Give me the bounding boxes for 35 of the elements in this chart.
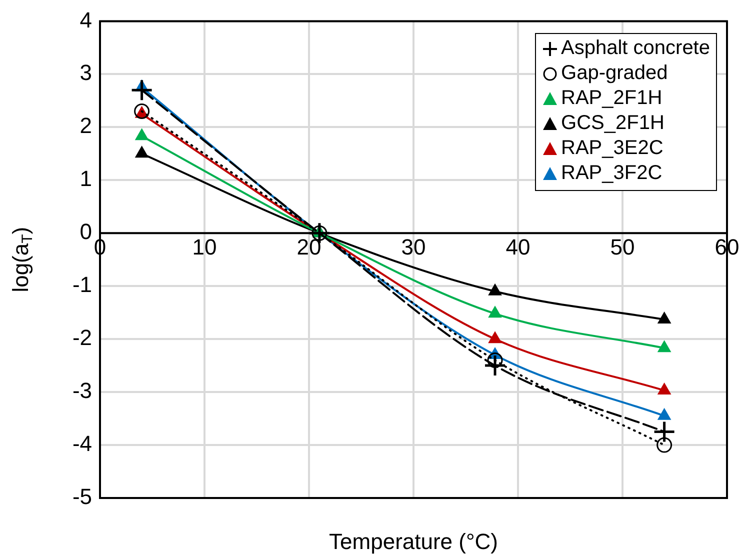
x-axis-title: Temperature (°C)	[329, 529, 498, 554]
x-tick-label: 20	[296, 234, 322, 260]
y-axis-title: log(aT)	[8, 226, 36, 292]
x-tick-label: 30	[401, 234, 426, 260]
point	[658, 382, 671, 394]
x-tick-label: 10	[192, 234, 217, 260]
y-tick-label: -1	[72, 272, 92, 298]
x-tick-label: 40	[506, 234, 530, 260]
point	[658, 312, 671, 324]
point	[488, 306, 502, 318]
y-tick-label: -4	[72, 431, 92, 456]
x-tick-label: 50	[610, 234, 635, 260]
legend-label: RAP_2F1H	[561, 86, 662, 112]
legend-label: RAP_3E2C	[561, 136, 664, 162]
point	[488, 332, 502, 344]
point	[658, 408, 671, 420]
y-tick-label: -3	[72, 378, 92, 404]
y-tick-label: 3	[80, 60, 92, 86]
y-tick-label: 4	[80, 7, 92, 32]
point	[656, 437, 672, 453]
point	[135, 128, 148, 140]
point	[653, 420, 676, 444]
y-tick-label: -5	[72, 484, 92, 510]
legend-label: RAP_3F2C	[561, 161, 662, 186]
point	[487, 352, 503, 368]
legend-label: GCS_2F1H	[561, 111, 664, 136]
legend-label: Asphalt concrete	[561, 36, 710, 62]
point	[488, 284, 502, 296]
point	[135, 146, 148, 158]
y-tick-label: 2	[80, 113, 92, 138]
y-tick-label: 1	[80, 166, 92, 192]
point	[484, 354, 506, 377]
y-tick-label: -2	[72, 325, 92, 350]
legend-label: Gap-graded	[561, 61, 668, 86]
point	[658, 340, 671, 352]
